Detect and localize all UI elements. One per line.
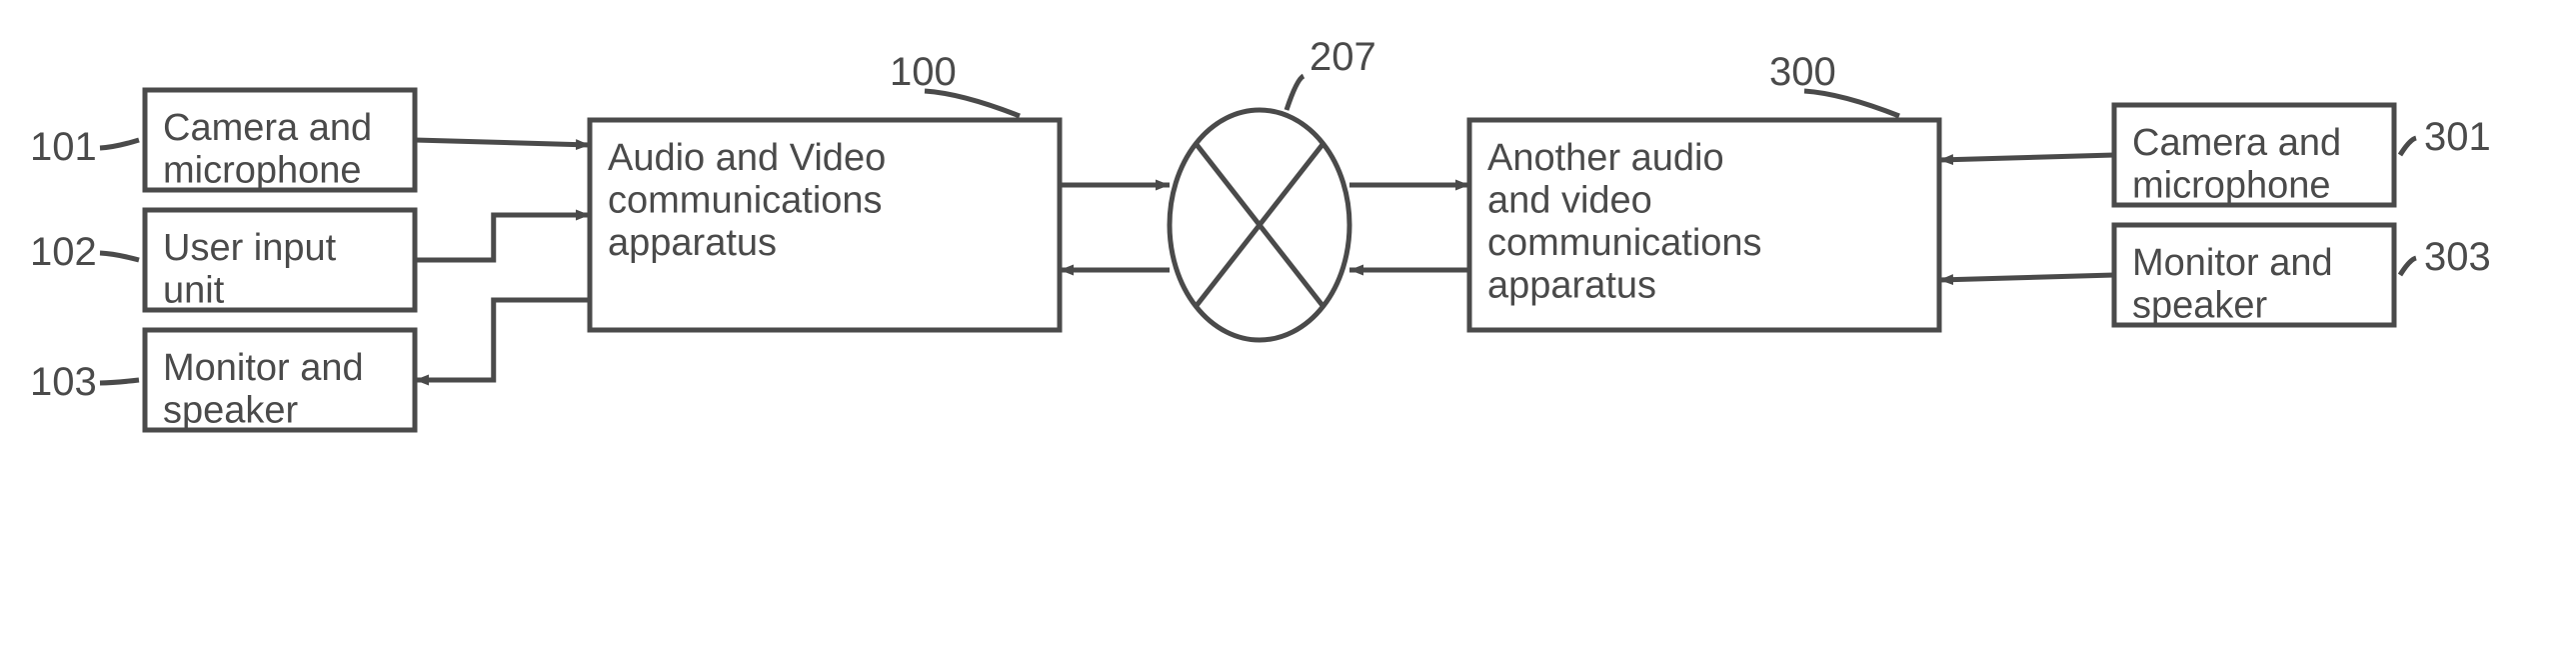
block-label: and video bbox=[1487, 180, 1652, 222]
block-label: unit bbox=[163, 270, 225, 312]
block-label: apparatus bbox=[608, 222, 777, 264]
block-n300: Another audioand videocommunicationsappa… bbox=[1469, 50, 1939, 330]
block-label: microphone bbox=[2132, 165, 2331, 207]
ref-102: 102 bbox=[30, 230, 97, 274]
block-label: apparatus bbox=[1487, 265, 1656, 307]
block-label: speaker bbox=[163, 390, 299, 432]
block-label: Audio and Video bbox=[608, 137, 886, 179]
edge bbox=[1939, 275, 2114, 280]
block-n101: Camera andmicrophone 101 bbox=[30, 90, 415, 192]
block-label: communications bbox=[1487, 222, 1762, 264]
ref-300: 300 bbox=[1769, 50, 1836, 94]
network-node: 207 bbox=[1170, 35, 1376, 340]
edge bbox=[1939, 155, 2114, 160]
edge bbox=[415, 300, 590, 380]
edge bbox=[415, 215, 590, 260]
block-label: communications bbox=[608, 180, 883, 222]
block-label: microphone bbox=[163, 150, 362, 192]
ref-101: 101 bbox=[30, 125, 97, 169]
block-label: speaker bbox=[2132, 285, 2268, 327]
block-n103: Monitor andspeaker 103 bbox=[30, 330, 415, 432]
block-label: Monitor and bbox=[163, 347, 364, 389]
block-label: Camera and bbox=[163, 107, 372, 149]
ref-303: 303 bbox=[2424, 235, 2491, 279]
block-label: Camera and bbox=[2132, 122, 2341, 164]
ref-207: 207 bbox=[1309, 35, 1376, 79]
block-label: Another audio bbox=[1487, 137, 1724, 179]
block-n303: Monitor andspeaker 303 bbox=[2114, 225, 2491, 327]
block-label: Monitor and bbox=[2132, 242, 2333, 284]
ref-100: 100 bbox=[890, 50, 957, 94]
edge bbox=[415, 140, 590, 145]
block-n301: Camera andmicrophone 301 bbox=[2114, 105, 2491, 207]
ref-103: 103 bbox=[30, 360, 97, 404]
block-n100: Audio and Videocommunicationsapparatus 10… bbox=[590, 50, 1060, 330]
ref-301: 301 bbox=[2424, 115, 2491, 159]
block-n102: User inputunit 102 bbox=[30, 210, 415, 312]
block-label: User input bbox=[163, 227, 337, 269]
